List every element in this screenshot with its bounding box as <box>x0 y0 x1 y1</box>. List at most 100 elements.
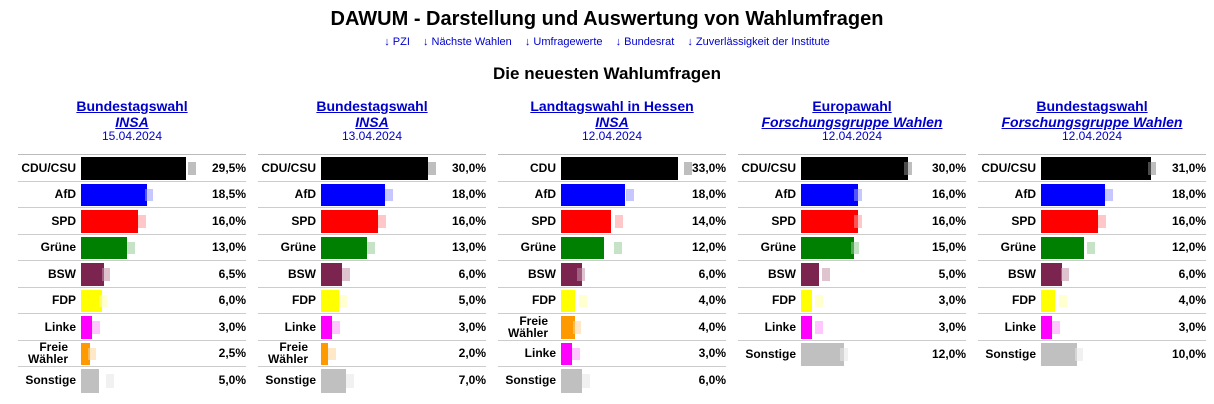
previous-value-marker <box>127 241 136 254</box>
previous-value-marker <box>815 321 824 334</box>
party-bar <box>801 342 844 366</box>
party-row: AfD 18,0% <box>498 182 726 208</box>
party-name: FDP <box>292 293 316 308</box>
party-name: Linke <box>764 319 796 334</box>
previous-value-marker <box>427 162 436 175</box>
bar-track <box>1041 341 1156 368</box>
previous-value-marker <box>1104 188 1113 201</box>
party-bar <box>561 289 576 312</box>
bar-track <box>561 288 676 314</box>
section-title: Die neuesten Wahlumfragen <box>493 64 721 83</box>
bar-track <box>321 367 436 394</box>
party-name: AfD <box>294 187 316 202</box>
party-row: FDP 4,0% <box>978 288 1206 314</box>
bar-track <box>81 235 196 261</box>
party-name: AfD <box>54 187 76 202</box>
poll-institute-link[interactable]: Forschungsgruppe Wahlen <box>1001 114 1183 130</box>
party-row: BSW 6,5% <box>18 261 246 288</box>
party-value: 4,0% <box>1178 293 1206 308</box>
party-name: BSW <box>528 266 556 281</box>
bar-track <box>801 208 916 234</box>
poll-date: 12.04.2024 <box>821 129 883 143</box>
party-bar <box>561 316 576 339</box>
party-value: 16,0% <box>451 213 486 228</box>
poll-results: CDU/CSU 29,5% AfD 18,5% SPD 16,0% Grüne 13,0% BS… <box>18 154 246 394</box>
previous-value-marker <box>331 321 340 334</box>
previous-value-marker <box>1060 268 1069 281</box>
nav-links: ↓ PZI ↓ Nächste Wahlen ↓ Umfragewerte ↓ … <box>0 36 1214 48</box>
party-row: FDP 4,0% <box>498 288 726 314</box>
nav-link-next-elections[interactable]: ↓ Nächste Wahlen <box>422 36 512 48</box>
poll-institute-link[interactable]: INSA <box>355 114 389 130</box>
poll-card: Bundestagswahl INSA 15.04.2024 CDU/CSU 29… <box>18 98 246 394</box>
poll-election-link[interactable]: Landtagswahl in Hessen <box>530 98 694 114</box>
party-name: FDP <box>1012 293 1036 308</box>
bar-track <box>81 208 196 234</box>
poll-institute-link[interactable]: Forschungsgruppe Wahlen <box>761 114 943 130</box>
poll-election-link[interactable]: Bundestagswahl <box>1036 98 1148 114</box>
party-bar <box>321 157 428 180</box>
party-value: 7,0% <box>458 373 486 388</box>
party-name: CDU <box>530 160 556 175</box>
party-row: Sonstige 12,0% <box>738 341 966 368</box>
party-row: CDU/CSU 30,0% <box>258 155 486 182</box>
party-name: CDU/CSU <box>741 160 796 175</box>
party-name: FDP <box>52 293 76 308</box>
party-bar <box>1041 210 1098 233</box>
bar-track <box>321 261 436 287</box>
party-name: Linke <box>1004 319 1036 334</box>
party-bar <box>801 289 812 312</box>
party-row: FDP 6,0% <box>18 288 246 314</box>
party-bar <box>321 236 368 259</box>
party-bar <box>1041 263 1063 286</box>
bar-track <box>81 367 196 394</box>
bar-track <box>321 208 436 234</box>
previous-value-marker <box>377 215 386 228</box>
bar-track <box>321 341 436 367</box>
previous-value-marker <box>626 188 635 201</box>
party-row: Sonstige 6,0% <box>498 367 726 394</box>
party-name: Freie Wähler <box>267 340 308 367</box>
bar-track <box>1041 314 1156 340</box>
bar-track <box>801 261 916 287</box>
poll-institute-link[interactable]: INSA <box>115 114 149 130</box>
previous-value-marker <box>903 162 912 175</box>
previous-value-marker <box>613 241 622 254</box>
party-name: Sonstige <box>25 373 76 388</box>
party-name: SPD <box>51 213 76 228</box>
party-row: AfD 18,0% <box>978 182 1206 208</box>
party-value: 12,0% <box>1171 240 1206 255</box>
bar-track <box>81 261 196 287</box>
party-row: CDU 33,0% <box>498 155 726 182</box>
poll-election-link[interactable]: Bundestagswahl <box>316 98 428 114</box>
party-bar <box>561 236 604 259</box>
previous-value-marker <box>88 347 97 360</box>
poll-card: Europawahl Forschungsgruppe Wahlen 12.04… <box>738 98 966 367</box>
party-name: SPD <box>1011 213 1036 228</box>
party-value: 13,0% <box>451 240 486 255</box>
party-bar <box>321 263 343 286</box>
poll-election-link[interactable]: Europawahl <box>812 98 892 114</box>
previous-value-marker <box>345 374 354 388</box>
nav-link-institute-reliability[interactable]: ↓ Zuverlässigkeit der Institute <box>687 36 830 48</box>
poll-institute-link[interactable]: INSA <box>595 114 629 130</box>
bar-track <box>1041 261 1156 287</box>
bar-track <box>561 261 676 287</box>
bar-track <box>561 182 676 208</box>
poll-election-link[interactable]: Bundestagswahl <box>76 98 188 114</box>
poll-header: Bundestagswahl INSA 13.04.2024 <box>258 98 486 143</box>
bar-track <box>1041 182 1156 208</box>
party-value: 16,0% <box>1171 213 1206 228</box>
party-value: 30,0% <box>451 160 486 175</box>
nav-link-bundesrat[interactable]: ↓ Bundesrat <box>615 36 675 48</box>
previous-value-marker <box>338 294 347 307</box>
party-name: AfD <box>774 187 796 202</box>
nav-link-pzi[interactable]: ↓ PZI <box>384 36 410 48</box>
nav-link-poll-values[interactable]: ↓ Umfragewerte <box>524 36 603 48</box>
party-row: Grüne 12,0% <box>498 235 726 261</box>
party-bar <box>801 183 858 206</box>
bar-track <box>1041 155 1156 181</box>
party-bar <box>81 289 103 312</box>
party-row: Linke 3,0% <box>498 341 726 367</box>
party-bar <box>801 263 819 286</box>
